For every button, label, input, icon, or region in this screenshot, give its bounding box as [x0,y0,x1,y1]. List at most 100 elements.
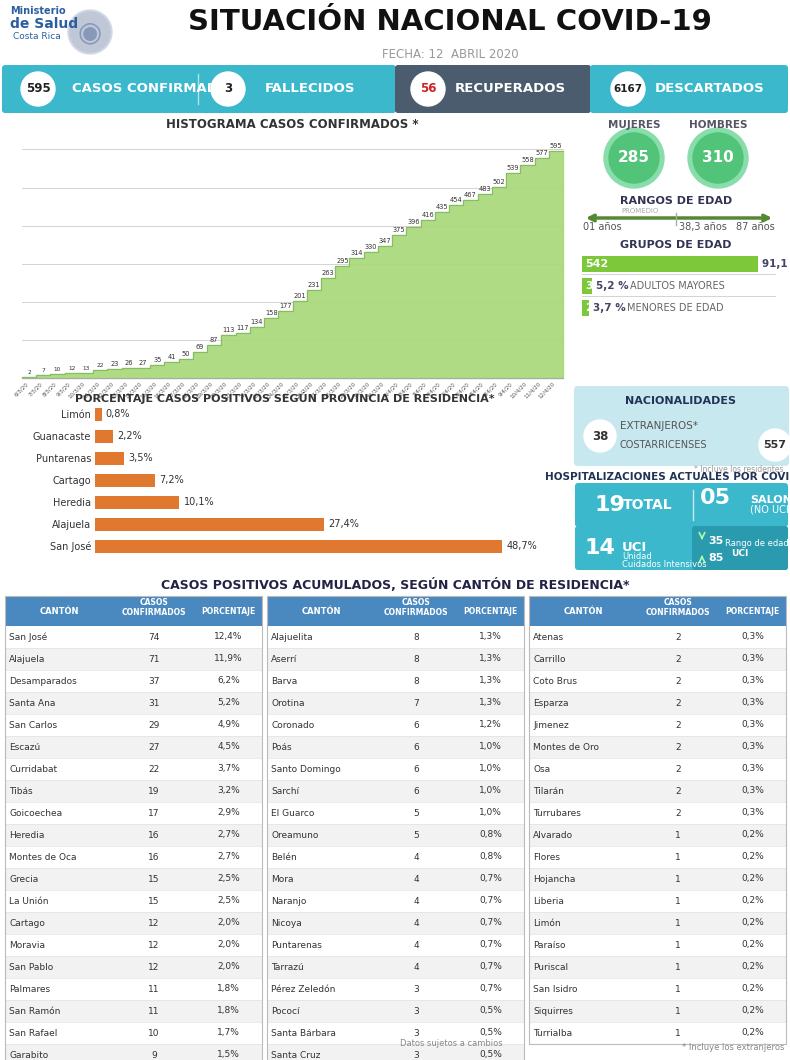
Bar [5,802,262,824]
Bar [267,736,524,758]
Text: 310: 310 [702,151,734,165]
Text: 2,5%: 2,5% [217,874,240,883]
Text: FALLECIDOS: FALLECIDOS [265,83,356,95]
Text: 3,2%: 3,2% [217,787,240,795]
Text: 6: 6 [413,721,419,729]
Bar [267,802,524,824]
Text: 0,8%: 0,8% [480,830,502,840]
Text: 87: 87 [210,337,219,342]
Text: 3,7 %: 3,7 % [593,303,626,313]
Text: 17: 17 [149,809,160,817]
Bar [5,1044,262,1060]
Bar [5,978,262,1000]
Bar [267,714,524,736]
FancyBboxPatch shape [2,65,396,113]
Text: 26/3/20: 26/3/20 [295,381,314,400]
Text: 0,5%: 0,5% [480,1028,502,1038]
Text: 7/4/20: 7/4/20 [468,381,485,398]
Text: El Guarco: El Guarco [271,809,314,817]
Text: 11,9%: 11,9% [214,654,243,664]
Circle shape [609,132,659,183]
Text: 0,2%: 0,2% [741,940,764,950]
Text: 20/3/20: 20/3/20 [210,381,228,400]
Bar [267,596,524,626]
Text: Limón: Limón [61,409,91,420]
Text: 6: 6 [413,742,419,752]
Text: 29: 29 [149,721,160,729]
FancyBboxPatch shape [575,526,788,570]
Text: 6167: 6167 [614,84,642,94]
Text: de Salud: de Salud [10,17,78,31]
Text: San Pablo: San Pablo [9,962,53,972]
Bar [582,257,758,272]
Text: San Rafael: San Rafael [9,1028,58,1038]
Text: 1,3%: 1,3% [480,699,502,707]
Bar [5,1000,262,1022]
Text: Turrubares: Turrubares [533,809,581,817]
Text: PORCENTAJE CASOS POSITIVOS SEGÚN PROVINCIA DE RESIDENCIA*: PORCENTAJE CASOS POSITIVOS SEGÚN PROVINC… [75,392,495,404]
Bar [5,912,262,934]
Text: Moravia: Moravia [9,940,45,950]
Text: SITUACIÓN NACIONAL COVID-19: SITUACIÓN NACIONAL COVID-19 [188,8,712,36]
Text: 13/3/20: 13/3/20 [111,381,129,400]
Text: 1: 1 [675,940,681,950]
Bar [529,1022,786,1044]
Bar [95,496,179,509]
Text: 17/3/20: 17/3/20 [167,381,186,400]
Text: 5/4/20: 5/4/20 [440,381,456,398]
Text: 8: 8 [413,676,419,686]
Text: 4/4/20: 4/4/20 [426,381,442,398]
Text: Jimenez: Jimenez [533,721,569,729]
Text: 0,3%: 0,3% [741,764,764,774]
Text: 542: 542 [585,259,608,269]
Text: 12: 12 [149,919,160,928]
Text: Limón: Limón [533,919,561,928]
Text: 158: 158 [265,310,277,316]
Text: 1,8%: 1,8% [217,985,240,993]
Bar [5,692,262,714]
Text: 9: 9 [151,1050,157,1060]
Bar [267,670,524,692]
Text: * Incluye los residentes: * Incluye los residentes [694,465,784,474]
Text: Rango de edades: Rango de edades [725,538,790,548]
Text: ◉: ◉ [78,18,102,46]
Text: 4: 4 [413,919,419,928]
Text: 0,2%: 0,2% [741,874,764,883]
Bar [5,736,262,758]
Text: 2: 2 [675,764,681,774]
Text: 0,2%: 0,2% [741,962,764,972]
Text: 0,3%: 0,3% [741,654,764,664]
Bar [267,626,524,648]
Text: Poás: Poás [271,742,292,752]
Text: 5: 5 [413,830,419,840]
Text: ADULTOS MAYORES: ADULTOS MAYORES [630,281,724,292]
Text: 416: 416 [421,212,434,217]
Bar [529,626,786,648]
Text: Santa Ana: Santa Ana [9,699,55,707]
Text: Tilarán: Tilarán [533,787,564,795]
Bar [529,846,786,868]
Text: Barva: Barva [271,676,297,686]
Bar [5,596,262,1060]
Text: Unidad: Unidad [622,552,652,561]
Bar [95,408,102,421]
Text: PROMEDIO: PROMEDIO [622,208,659,214]
Text: 3: 3 [413,1007,419,1015]
Text: Hojancha: Hojancha [533,874,575,883]
Text: 48,7%: 48,7% [506,542,537,551]
Bar [5,596,262,626]
Text: 4: 4 [413,874,419,883]
Bar [267,692,524,714]
Text: 1,3%: 1,3% [480,676,502,686]
Bar [95,474,155,487]
Bar [267,934,524,956]
Text: 3,5%: 3,5% [128,454,153,463]
Text: 11/3/20: 11/3/20 [81,381,100,400]
Text: HISTOGRAMA CASOS CONFIRMADOS *: HISTOGRAMA CASOS CONFIRMADOS * [166,118,419,131]
Text: 1: 1 [675,830,681,840]
Text: 4,9%: 4,9% [217,721,240,729]
Text: 16/3/20: 16/3/20 [153,381,171,400]
Text: 50: 50 [182,351,190,357]
Bar [267,824,524,846]
Text: Ministerio: Ministerio [10,6,66,16]
